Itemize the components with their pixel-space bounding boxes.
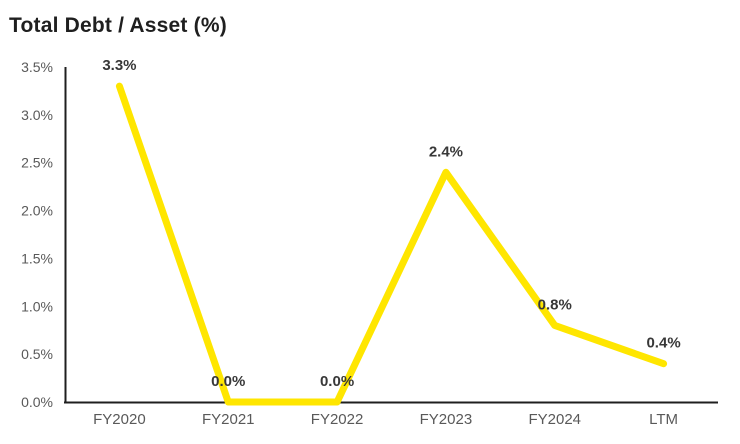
y-tick-label: 3.0% [21, 107, 53, 123]
y-tick-label: 0.5% [21, 346, 53, 362]
data-point-label: 2.4% [429, 143, 463, 160]
data-point-label: 0.0% [320, 373, 354, 390]
x-tick-label: FY2021 [202, 411, 255, 428]
x-tick-label: FY2024 [528, 411, 581, 428]
x-tick-label: FY2020 [93, 411, 146, 428]
chart-title: Total Debt / Asset (%) [9, 14, 227, 37]
y-tick-label: 0.0% [21, 394, 53, 410]
x-tick-label: FY2022 [311, 411, 364, 428]
y-tick-label: 2.0% [21, 203, 53, 219]
y-tick-label: 2.5% [21, 155, 53, 171]
x-tick-label: FY2023 [420, 411, 473, 428]
debt-asset-line [115, 82, 668, 406]
y-tick-label: 1.5% [21, 250, 53, 266]
data-point-label: 0.4% [646, 335, 680, 352]
data-point-label: 0.8% [538, 296, 572, 313]
data-point-label: 3.3% [102, 57, 136, 74]
data-point-label: 0.0% [211, 373, 245, 390]
x-tick-label: LTM [649, 411, 678, 428]
y-tick-label: 1.0% [21, 298, 53, 314]
y-tick-label: 3.5% [21, 59, 53, 75]
